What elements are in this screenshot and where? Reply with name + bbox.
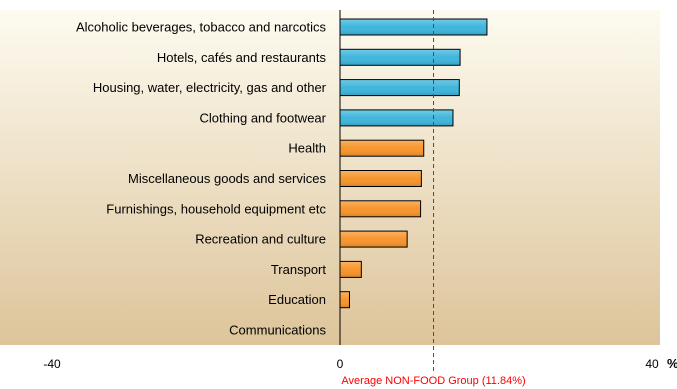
bar-sheen <box>340 110 453 126</box>
category-label: Health <box>288 141 326 156</box>
bar-sheen <box>340 140 424 156</box>
average-reference-label: Average NON-FOOD Group (11.84%) <box>341 375 525 387</box>
x-unit-label: % <box>667 356 677 371</box>
bar-sheen <box>340 19 487 35</box>
x-tick-label: 40 <box>645 357 659 371</box>
category-label: Alcoholic beverages, tobacco and narcoti… <box>76 20 327 35</box>
category-label: Housing, water, electricity, gas and oth… <box>93 80 327 95</box>
category-label: Furnishings, household equipment etc <box>106 201 326 216</box>
plot-area <box>0 10 660 345</box>
bar-sheen <box>340 171 421 186</box>
bar-sheen <box>340 231 407 247</box>
category-label: Transport <box>271 262 327 277</box>
category-label: Clothing and footwear <box>200 110 327 125</box>
category-label: Hotels, cafés and restaurants <box>157 50 327 65</box>
bar-sheen <box>340 261 361 277</box>
bar-sheen <box>340 80 459 96</box>
category-label: Recreation and culture <box>195 232 326 247</box>
category-label: Miscellaneous goods and services <box>128 171 326 186</box>
category-label: Communications <box>229 323 326 338</box>
bar-sheen <box>340 201 421 217</box>
bar-sheen <box>340 292 349 308</box>
bar-sheen <box>340 49 460 65</box>
x-tick-label: -40 <box>43 357 61 371</box>
x-tick-label: 0 <box>337 357 344 371</box>
category-label: Education <box>268 292 326 307</box>
